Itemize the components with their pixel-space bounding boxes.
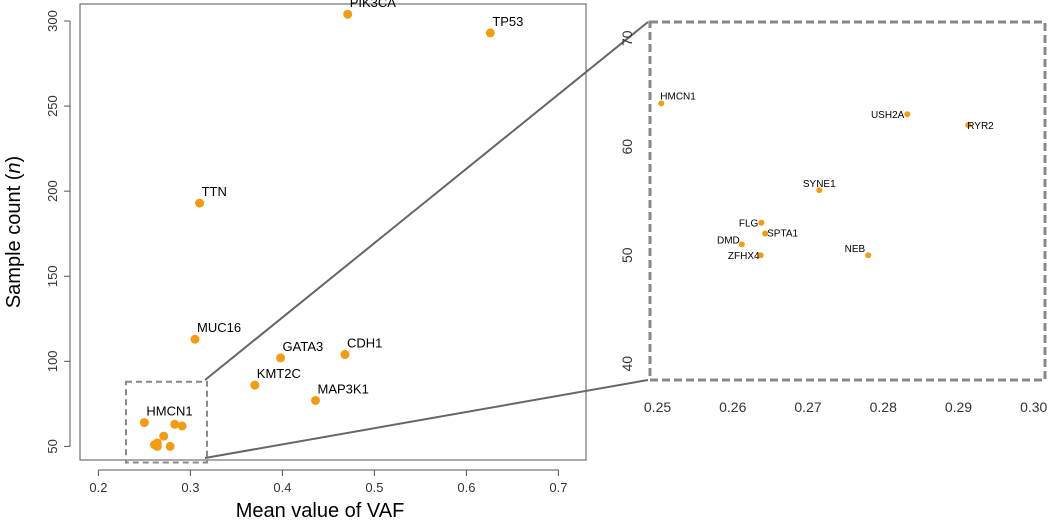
inset-y-tick-label: 50 [619,247,635,263]
main-x-tick-label: 0.4 [273,480,291,495]
inset-point [758,219,765,226]
main-x-tick-label: 0.6 [457,480,475,495]
main-y-tick-label: 150 [45,265,60,287]
inset-point-label: ZFHX4 [728,251,760,262]
main-point [159,431,169,441]
main-point-label: PIK3CA [350,0,397,10]
main-point [250,380,260,390]
main-x-tick-label: 0.7 [549,480,567,495]
inset-point-label: FLG [739,219,759,230]
main-point-label: HMCN1 [146,404,192,419]
main-point [170,419,180,429]
inset-x-tick-label: 0.27 [794,399,821,415]
main-y-axis: 50 100 150 200 250 300 [45,10,71,454]
main-point-label: KMT2C [257,366,301,381]
inset-point-label: USH2A [871,110,905,121]
inset-panel: 0.25 0.26 0.27 0.28 0.29 0.30 40 50 60 70 HMCN1 U… [619,20,1048,415]
main-point [165,441,175,451]
inset-x-tick-label: 0.28 [870,399,897,415]
main-point [340,350,350,360]
zoom-connector-bottom [204,379,649,459]
main-y-tick-label: 250 [45,95,60,117]
inset-y-axis: 40 50 60 70 [619,30,635,371]
inset-point [904,111,911,118]
inset-x-tick-label: 0.26 [719,399,746,415]
inset-points: HMCN1 USH2A RYR2 SYNE1 FLG SPTA1 DMD ZFHX4 NEB [658,91,994,262]
main-point-label: CDH1 [347,336,382,351]
main-y-tick-label: 200 [45,180,60,202]
main-y-tick-label: 300 [45,10,60,32]
inset-y-tick-label: 70 [619,30,635,46]
inset-plot-frame [648,20,1047,382]
inset-point-label: SPTA1 [767,229,798,240]
main-point-label: TP53 [492,14,523,29]
inset-point [762,230,769,237]
main-point [190,334,200,344]
main-point [177,421,187,431]
inset-point [757,252,764,259]
main-x-axis: 0.2 0.3 0.4 0.5 0.6 0.7 [89,469,567,495]
inset-point [865,252,872,259]
main-point-label: MUC16 [197,320,241,335]
main-point [485,28,495,38]
zoom-connector-top [204,21,649,381]
inset-point-label: HMCN1 [660,91,696,102]
inset-point [658,100,665,107]
main-y-axis-title: Sample count (n) [3,156,25,308]
main-plot-frame [79,3,587,461]
main-point-label: GATA3 [283,339,324,354]
main-x-tick-label: 0.2 [89,480,107,495]
main-x-tick-label: 0.5 [365,480,383,495]
main-points: PIK3CA TP53 TTN MUC16 GATA3 CDH1 KMT2C MAP3K1 HM… [139,0,523,451]
inset-point-label: NEB [845,244,866,255]
inset-point [738,241,745,248]
main-panel: 0.2 0.3 0.4 0.5 0.6 0.7 50 100 150 200 250 300 PIK… [3,0,587,522]
main-point-label: TTN [202,184,227,199]
inset-x-tick-label: 0.30 [1020,399,1047,415]
main-point [343,9,353,19]
inset-x-tick-label: 0.29 [945,399,972,415]
inset-point-label: DMD [717,235,740,246]
main-point [139,418,149,428]
inset-point-label: SYNE1 [803,179,836,190]
main-y-tick-label: 50 [45,439,60,453]
inset-point-label: RYR2 [967,121,994,132]
main-point [311,395,321,405]
inset-point [965,122,972,129]
main-x-axis-title: Mean value of VAF [236,500,405,522]
inset-x-axis: 0.25 0.26 0.27 0.28 0.29 0.30 [644,399,1048,415]
inset-y-tick-label: 40 [619,356,635,372]
inset-x-tick-label: 0.25 [644,399,671,415]
main-point [276,353,286,363]
zoom-region-box [125,380,208,464]
main-x-tick-label: 0.3 [181,480,199,495]
main-point [195,198,205,208]
main-point-label: MAP3K1 [318,381,369,396]
inset-y-tick-label: 60 [619,139,635,155]
main-y-tick-label: 100 [45,350,60,372]
main-point [152,441,162,451]
inset-point [816,187,823,194]
